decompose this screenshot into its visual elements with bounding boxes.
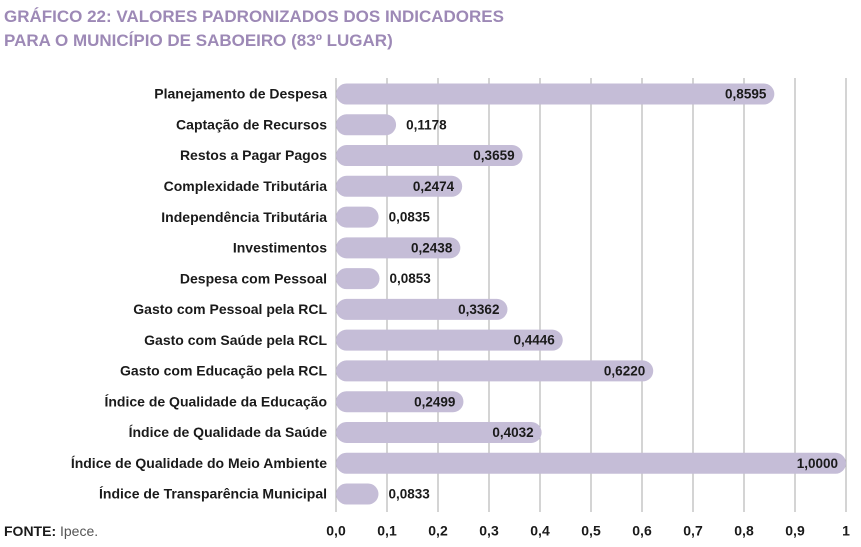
bar <box>336 360 654 382</box>
value-label: 0,4446 <box>513 333 555 348</box>
bar <box>336 145 523 167</box>
bar <box>336 298 508 320</box>
category-label: Complexidade Tributária <box>164 178 328 194</box>
bar <box>336 175 463 197</box>
x-tick-label: 0,5 <box>581 523 601 539</box>
category-label: Captação de Recursos <box>176 116 327 132</box>
category-label: Restos a Pagar Pagos <box>180 147 327 163</box>
source: FONTE: Ipece. <box>4 523 98 539</box>
value-label: 0,8595 <box>725 87 767 102</box>
category-label: Independência Tributária <box>161 209 327 225</box>
category-label: Planejamento de Despesa <box>154 86 327 102</box>
category-label: Índice de Transparência Municipal <box>99 486 327 502</box>
chart-title: PARA O MUNICÍPIO DE SABOEIRO (83º LUGAR) <box>4 31 393 50</box>
value-label: 0,3362 <box>458 302 499 317</box>
x-tick-label: 0,4 <box>530 523 550 539</box>
value-label: 0,2474 <box>413 179 455 194</box>
bar <box>336 421 542 443</box>
category-label: Gasto com Educação pela RCL <box>120 363 327 379</box>
value-label: 0,6220 <box>604 363 645 378</box>
x-tick-label: 0,0 <box>326 523 346 539</box>
category-label: Índice de Qualidade da Saúde <box>129 424 328 440</box>
x-tick-label: 0,1 <box>377 523 397 539</box>
x-tick-label: 1 <box>842 523 850 539</box>
category-label: Gasto com Pessoal pela RCL <box>133 301 327 317</box>
value-label: 0,3659 <box>473 148 514 163</box>
bar <box>336 83 775 105</box>
x-tick-label: 0,9 <box>785 523 805 539</box>
category-label: Despesa com Pessoal <box>180 270 327 286</box>
value-label: 0,0833 <box>388 487 430 502</box>
bar <box>336 114 397 136</box>
value-label: 0,4032 <box>492 425 533 440</box>
category-label: Índice de Qualidade do Meio Ambiente <box>71 455 327 471</box>
bar <box>336 206 379 228</box>
category-label: Gasto com Saúde pela RCL <box>144 332 327 348</box>
x-tick-label: 0,7 <box>683 523 703 539</box>
x-tick-label: 0,3 <box>479 523 499 539</box>
value-label: 0,0835 <box>389 210 431 225</box>
bar <box>336 452 846 474</box>
x-tick-label: 0,6 <box>632 523 652 539</box>
value-label: 0,2438 <box>411 240 453 255</box>
source-text: Ipece. <box>60 523 98 539</box>
bar <box>336 268 380 290</box>
value-label: 0,1178 <box>406 117 447 132</box>
bar <box>336 237 461 259</box>
x-tick-label: 0,8 <box>734 523 754 539</box>
x-tick-label: 0,2 <box>428 523 448 539</box>
source-label: FONTE: <box>4 523 56 539</box>
bar <box>336 483 379 505</box>
bar <box>336 391 464 413</box>
value-label: 0,2499 <box>414 394 455 409</box>
category-label: Investimentos <box>233 240 327 256</box>
bar <box>336 329 563 351</box>
category-label: Índice de Qualidade da Educação <box>104 393 327 409</box>
chart-title: GRÁFICO 22: VALORES PADRONIZADOS DOS IND… <box>4 7 504 26</box>
value-label: 0,0853 <box>390 271 432 286</box>
value-label: 1,0000 <box>797 456 838 471</box>
